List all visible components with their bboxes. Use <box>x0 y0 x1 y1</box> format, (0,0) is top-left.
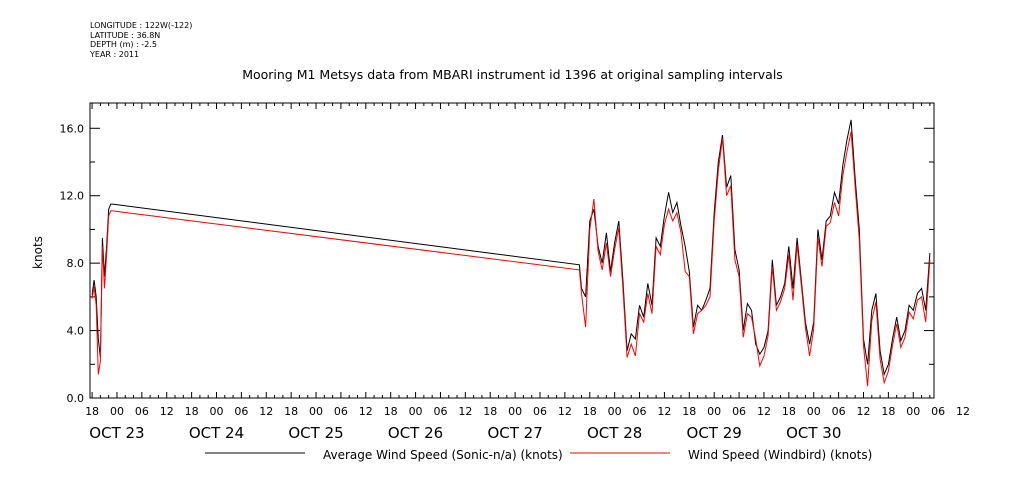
series-group <box>91 119 931 387</box>
legend-label: Average Wind Speed (Sonic-n/a) (knots) <box>323 448 563 462</box>
chart-title: Mooring M1 Metsys data from MBARI instru… <box>242 67 783 82</box>
x-tick-label: 06 <box>732 405 746 418</box>
x-tick-label: 00 <box>707 405 721 418</box>
metadata-block: LONGITUDE : 122W(-122) LATITUDE : 36.8N … <box>90 21 192 59</box>
x-tick-label: 12 <box>856 405 870 418</box>
x-tick-label: 12 <box>259 405 273 418</box>
y-tick-label: 8.0 <box>67 257 85 270</box>
x-tick-label: 18 <box>682 405 696 418</box>
x-day-label: OCT 25 <box>288 424 343 442</box>
y-tick-label: 4.0 <box>67 325 85 338</box>
series-line <box>91 131 931 387</box>
x-tick-label: 12 <box>757 405 771 418</box>
series-line <box>91 119 931 377</box>
x-tick-label: 06 <box>931 405 945 418</box>
x-day-label: OCT 29 <box>687 424 742 442</box>
x-tick-label: 00 <box>309 405 323 418</box>
x-tick-label: 18 <box>881 405 895 418</box>
legend-label: Wind Speed (Windbird) (knots) <box>688 448 872 462</box>
x-tick-label: 12 <box>657 405 671 418</box>
x-tick-label: 06 <box>433 405 447 418</box>
axis-labels: 18 00 06 12 18 00 06 12 18 00 06 12 18 00 06 12 18 00 06 12… <box>31 122 970 442</box>
x-tick-label: 06 <box>832 405 846 418</box>
axis-ticks <box>90 103 934 399</box>
x-tick-label: 00 <box>906 405 920 418</box>
x-day-label: OCT 28 <box>587 424 642 442</box>
x-tick-label: 00 <box>807 405 821 418</box>
x-tick-label: 18 <box>583 405 597 418</box>
x-tick-label: 06 <box>533 405 547 418</box>
x-tick-label: 06 <box>633 405 647 418</box>
x-tick-label: 00 <box>110 405 124 418</box>
meta-longitude: LONGITUDE : 122W(-122) <box>90 21 193 30</box>
meta-year: YEAR : 2011 <box>90 49 140 59</box>
x-tick-label: 00 <box>508 405 522 418</box>
legend: Average Wind Speed (Sonic-n/a) (knots) Wi… <box>205 448 872 462</box>
x-tick-label: 18 <box>384 405 398 418</box>
x-tick-label: 12 <box>956 405 970 418</box>
x-tick-label: 06 <box>135 405 149 418</box>
y-tick-label: 12.0 <box>60 190 85 203</box>
x-tick-label: 00 <box>209 405 223 418</box>
x-tick-label: 18 <box>483 405 497 418</box>
x-tick-label: 00 <box>409 405 423 418</box>
meta-depth: DEPTH (m) : -2.5 <box>90 40 157 49</box>
y-axis-label: knots <box>31 236 45 269</box>
x-tick-label: 12 <box>160 405 174 418</box>
x-day-label: OCT 24 <box>189 424 244 442</box>
x-tick-label: 00 <box>608 405 622 418</box>
x-tick-label: 18 <box>85 405 99 418</box>
x-tick-label: 06 <box>334 405 348 418</box>
x-day-label: OCT 27 <box>487 424 542 442</box>
y-tick-label: 16.0 <box>60 122 85 135</box>
x-day-label: OCT 30 <box>786 424 841 442</box>
x-tick-label: 06 <box>234 405 248 418</box>
x-tick-label: 18 <box>284 405 298 418</box>
x-tick-label: 12 <box>458 405 472 418</box>
x-tick-label: 18 <box>782 405 796 418</box>
x-day-label: OCT 23 <box>89 424 144 442</box>
y-tick-label: 0.0 <box>67 392 85 405</box>
x-tick-label: 12 <box>359 405 373 418</box>
meta-latitude: LATITUDE : 36.8N <box>90 30 161 40</box>
x-tick-label: 18 <box>185 405 199 418</box>
plot-frame <box>89 102 935 399</box>
x-tick-label: 12 <box>558 405 572 418</box>
x-day-label: OCT 26 <box>388 424 443 442</box>
